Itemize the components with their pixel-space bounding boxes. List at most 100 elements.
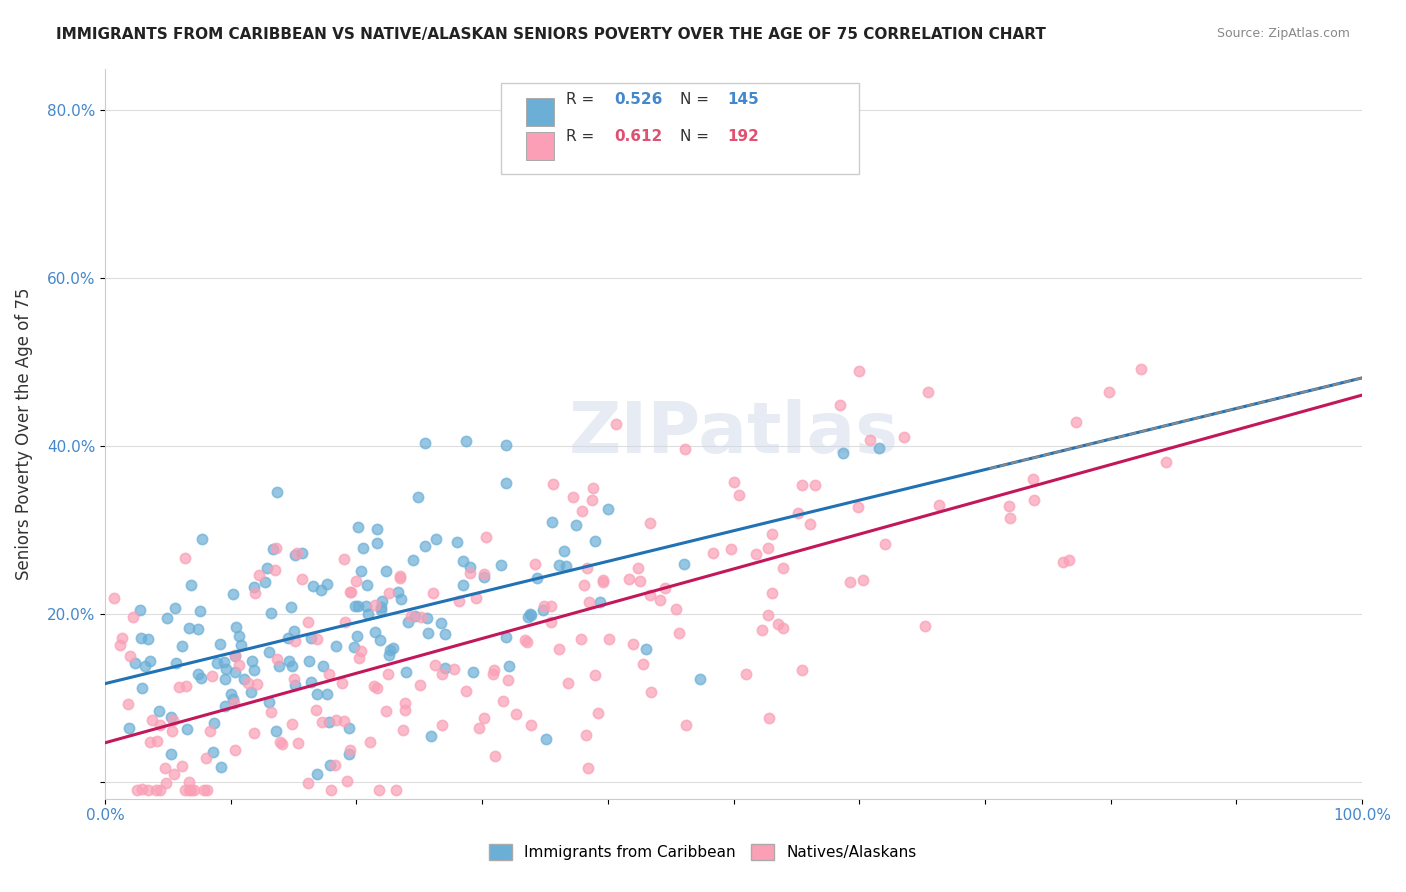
Point <box>617 572 640 586</box>
Point <box>257 645 280 659</box>
Point <box>346 629 368 643</box>
Point <box>648 593 671 607</box>
Point <box>554 559 576 574</box>
Point <box>266 484 288 499</box>
Point <box>264 723 287 738</box>
Point <box>305 702 328 716</box>
Point <box>756 608 779 623</box>
Point <box>389 570 412 584</box>
Point <box>596 501 619 516</box>
Point <box>339 742 361 756</box>
Point <box>540 615 562 629</box>
Point <box>446 535 468 549</box>
Point <box>224 648 246 663</box>
Point <box>838 574 860 589</box>
Point <box>451 578 474 592</box>
Point <box>364 624 387 639</box>
Point <box>689 672 711 686</box>
Point <box>465 591 488 605</box>
Point <box>668 626 690 640</box>
Point <box>472 569 495 583</box>
Point <box>307 632 329 647</box>
Point <box>336 774 359 789</box>
Point <box>149 783 172 797</box>
Point <box>467 721 489 735</box>
Point <box>409 678 432 692</box>
Point <box>214 673 236 687</box>
Point <box>243 726 266 740</box>
Point <box>242 664 264 678</box>
Point <box>260 706 283 720</box>
Point <box>576 561 599 575</box>
Point <box>627 560 650 574</box>
Point <box>176 722 198 736</box>
Point <box>621 637 644 651</box>
Point <box>852 573 875 587</box>
Point <box>458 560 481 574</box>
Point <box>177 775 200 789</box>
Point <box>347 520 370 534</box>
Point <box>702 546 724 560</box>
Point <box>269 735 291 749</box>
Point <box>305 766 328 780</box>
Point <box>136 632 159 647</box>
Point <box>177 621 200 635</box>
Point <box>247 568 270 582</box>
Point <box>212 655 235 669</box>
Point <box>193 783 215 797</box>
Point <box>366 681 388 696</box>
Point <box>482 666 505 681</box>
Point <box>160 710 183 724</box>
Point <box>496 673 519 688</box>
Point <box>269 658 291 673</box>
Point <box>423 658 446 673</box>
Point <box>516 610 538 624</box>
Y-axis label: Seniors Poverty Over the Age of 75: Seniors Poverty Over the Age of 75 <box>15 287 32 580</box>
Point <box>145 783 167 797</box>
Point <box>134 659 156 673</box>
Point <box>214 698 236 713</box>
Point <box>297 654 319 668</box>
Point <box>374 564 396 578</box>
Point <box>804 478 827 492</box>
Point <box>368 633 391 648</box>
Point <box>1052 555 1074 569</box>
Point <box>209 759 232 773</box>
Point <box>190 532 212 546</box>
Point <box>172 759 194 773</box>
Point <box>228 658 250 673</box>
Point <box>589 595 612 609</box>
Point <box>472 711 495 725</box>
Point <box>337 721 360 735</box>
Point <box>541 476 564 491</box>
Point <box>245 586 267 600</box>
Text: R =: R = <box>567 93 599 107</box>
Point <box>592 574 614 589</box>
Point <box>557 676 579 690</box>
Point <box>333 714 356 728</box>
Point <box>553 544 575 558</box>
Point <box>415 539 437 553</box>
Point <box>316 687 339 701</box>
Point <box>540 515 562 529</box>
Point <box>332 676 354 690</box>
Point <box>228 629 250 643</box>
Point <box>458 566 481 580</box>
Point <box>299 631 322 645</box>
Point <box>118 721 141 735</box>
Point <box>325 639 347 653</box>
Point <box>472 567 495 582</box>
Point <box>394 703 416 717</box>
Point <box>547 558 569 572</box>
Point <box>215 662 238 676</box>
Point <box>167 681 190 695</box>
Point <box>475 530 498 544</box>
Point <box>131 631 153 645</box>
Point <box>430 616 453 631</box>
Point <box>187 667 209 681</box>
Point <box>238 676 260 690</box>
Point <box>389 568 412 582</box>
Point <box>533 599 555 613</box>
Point <box>432 717 454 731</box>
Point <box>1064 416 1087 430</box>
